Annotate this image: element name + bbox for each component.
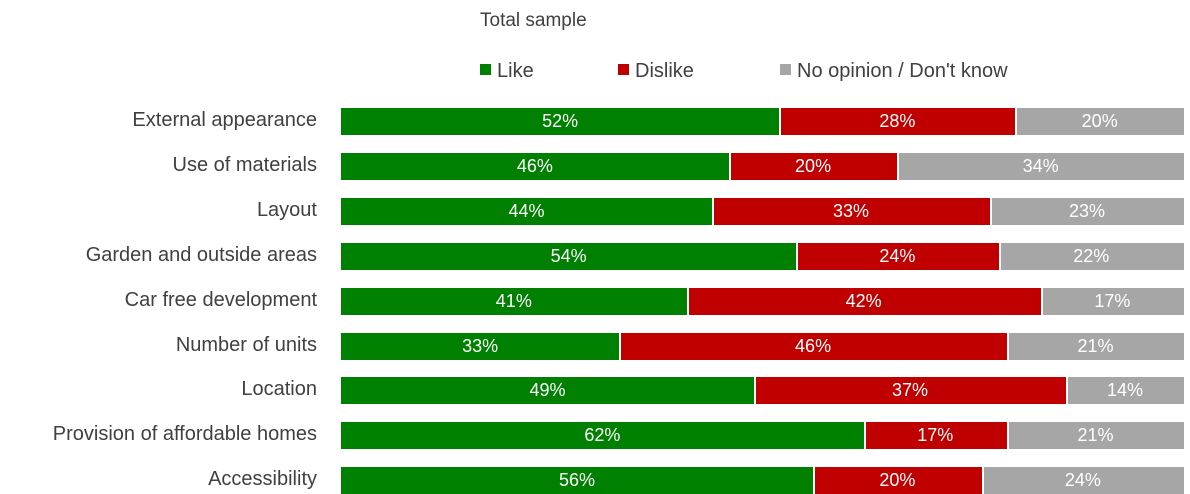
category-label: Garden and outside areas [85, 244, 317, 266]
data-label: 17% [917, 425, 954, 445]
data-label: 52% [542, 111, 579, 131]
legend-label-1: Dislike [635, 60, 694, 82]
bar-segment [341, 288, 687, 315]
data-label: 46% [516, 156, 553, 176]
bar-segment [341, 108, 780, 135]
data-label: 24% [1064, 470, 1101, 490]
bar-segment [779, 108, 1016, 135]
bar-segment [1006, 333, 1184, 360]
category-label: Layout [256, 199, 317, 221]
data-label: 14% [1106, 380, 1143, 400]
data-label: 37% [892, 380, 929, 400]
legend-label-2: No opinion / Don't know [797, 60, 1008, 82]
legend-swatch-1 [618, 64, 629, 75]
bar-segment [341, 153, 729, 180]
bar-segment [341, 198, 712, 225]
data-label: 46% [795, 336, 832, 356]
data-label: 20% [879, 470, 916, 490]
data-label: 62% [584, 425, 621, 445]
data-label: 33% [462, 336, 499, 356]
legend-swatch-2 [780, 64, 791, 75]
bar-segment [1015, 108, 1184, 135]
legend-item-2: No opinion / Don't know [780, 60, 1008, 83]
data-label: 21% [1077, 425, 1114, 445]
data-label: 17% [1094, 291, 1131, 311]
data-label: 34% [1022, 156, 1059, 176]
data-label: 42% [845, 291, 882, 311]
data-label: 54% [550, 246, 587, 266]
bar-segment [813, 467, 982, 494]
bar-segment [754, 377, 1066, 404]
legend-label-0: Like [497, 60, 534, 82]
data-label: 41% [495, 291, 532, 311]
bar-segment [341, 422, 864, 449]
category-label: Use of materials [172, 154, 318, 176]
category-label: External appearance [132, 109, 317, 131]
category-label: Accessibility [208, 468, 317, 490]
bar-segment [1040, 288, 1184, 315]
chart-title: Total sample [480, 10, 587, 31]
bar-segment [341, 243, 797, 270]
data-label: 20% [795, 156, 832, 176]
bar-segment [619, 333, 1007, 360]
bar-segment [981, 467, 1184, 494]
data-label: 56% [559, 470, 596, 490]
data-label: 21% [1077, 336, 1114, 356]
bar-segment [341, 377, 755, 404]
category-label: Location [241, 378, 317, 400]
data-label: 23% [1069, 201, 1106, 221]
data-label: 20% [1081, 111, 1118, 131]
legend-item-0: Like [480, 60, 534, 83]
bar-segment [686, 288, 1041, 315]
legend-swatch-0 [480, 64, 491, 75]
bar-segment [1006, 422, 1184, 449]
bar-segment [1065, 377, 1184, 404]
data-label: 44% [508, 201, 545, 221]
bar-segment [728, 153, 898, 180]
bar-segment [341, 467, 814, 494]
data-label: 33% [832, 201, 870, 221]
category-label: Provision of affordable homes [52, 423, 317, 445]
bar-segment [341, 333, 620, 360]
bar-segment [998, 243, 1184, 270]
category-label: Car free development [124, 289, 317, 311]
data-label: 49% [529, 380, 566, 400]
bar-segment [711, 198, 991, 225]
bar-segment [897, 153, 1184, 180]
data-label: 24% [879, 246, 916, 266]
data-label: 28% [879, 111, 916, 131]
bar-segment [990, 198, 1184, 225]
data-label: 22% [1073, 246, 1110, 266]
bar-segment [863, 422, 1007, 449]
legend-item-1: Dislike [618, 60, 694, 83]
category-label: Number of units [175, 334, 317, 356]
bar-segment [796, 243, 999, 270]
